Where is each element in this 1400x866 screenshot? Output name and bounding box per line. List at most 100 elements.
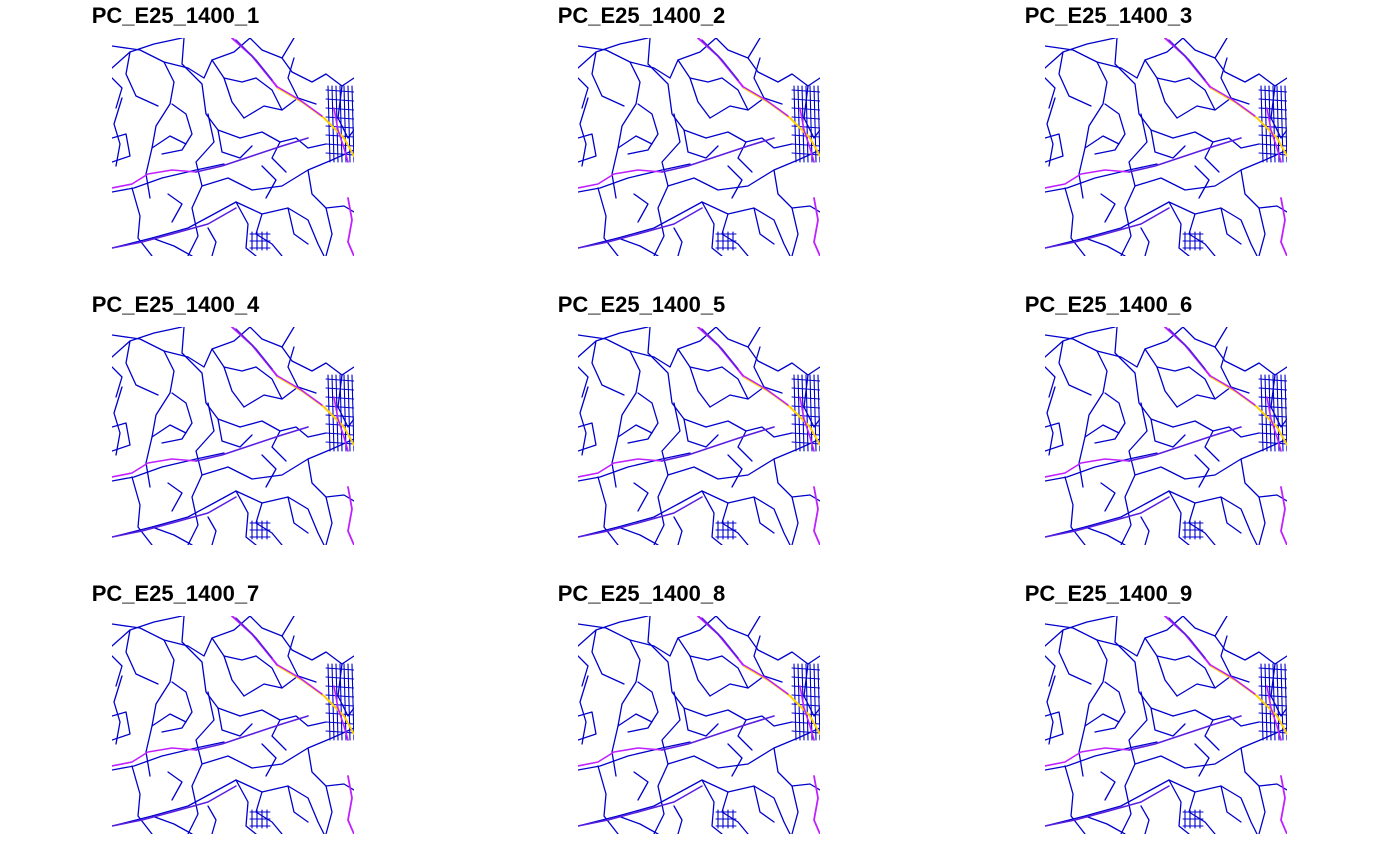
- road-segment: [112, 747, 197, 767]
- road-segment: [773, 169, 820, 213]
- road-segment: [791, 89, 820, 93]
- road-segment: [683, 707, 719, 737]
- road-segment: [325, 667, 354, 671]
- road-segment: [239, 709, 327, 727]
- road-segment: [721, 366, 749, 400]
- road-segment: [1258, 730, 1287, 734]
- road-segment: [1164, 616, 1212, 667]
- road-segment: [579, 97, 589, 167]
- road-segment: [1140, 516, 1150, 545]
- road-segment: [1210, 665, 1287, 735]
- road-segment: [211, 59, 245, 119]
- road-segment: [1045, 38, 1116, 69]
- road-segment: [578, 616, 649, 647]
- road-segment: [1258, 378, 1287, 382]
- road-segment: [817, 663, 820, 741]
- road-segment: [773, 747, 820, 791]
- road-segment: [578, 77, 589, 109]
- road-segment: [112, 711, 131, 741]
- road-segment: [339, 374, 343, 452]
- road-segment: [1058, 51, 1092, 107]
- road-segment: [578, 422, 597, 452]
- road-segment: [578, 741, 691, 771]
- road-segment: [617, 713, 653, 727]
- network-map: [112, 327, 354, 545]
- road-segment: [112, 207, 237, 249]
- road-segment: [261, 165, 277, 199]
- road-segment: [1210, 376, 1287, 446]
- road-segment: [161, 681, 193, 733]
- road-segment: [255, 791, 283, 834]
- road-segment: [1182, 616, 1228, 637]
- road-segment: [1258, 98, 1287, 102]
- road-segment: [201, 438, 354, 480]
- road-segment: [231, 38, 279, 89]
- road-segment: [1220, 57, 1232, 99]
- road-segment: [161, 392, 193, 444]
- road-segment: [791, 125, 820, 129]
- road-segment: [1276, 85, 1280, 163]
- road-segment: [709, 97, 783, 119]
- road-segment: [791, 496, 799, 545]
- road-segment: [163, 327, 251, 368]
- road-segment: [1220, 785, 1242, 823]
- road-segment: [578, 779, 703, 827]
- road-segment: [591, 51, 625, 107]
- road-segment: [343, 663, 347, 741]
- road-segment: [578, 711, 597, 741]
- road-segment: [343, 374, 347, 452]
- road-segment: [813, 486, 820, 545]
- road-segment: [689, 366, 723, 372]
- road-segment: [1156, 655, 1190, 661]
- road-segment: [1094, 681, 1126, 733]
- road-segment: [1045, 45, 1108, 199]
- road-segment: [791, 730, 820, 734]
- map-panel-5: PC_E25_1400_5: [466, 289, 906, 559]
- road-segment: [1194, 743, 1210, 777]
- road-segment: [287, 496, 309, 534]
- road-segment: [1168, 39, 1206, 81]
- road-segment: [791, 98, 820, 102]
- road-segment: [112, 366, 123, 398]
- road-segment: [1164, 38, 1212, 89]
- road-segment: [1172, 420, 1260, 438]
- road-segment: [261, 454, 277, 488]
- road-segment: [1258, 694, 1287, 698]
- road-segment: [1258, 703, 1287, 707]
- road-segment: [1046, 675, 1056, 745]
- road-segment: [1096, 38, 1184, 79]
- panel-title: PC_E25_1400_3: [1024, 3, 1193, 28]
- road-segment: [667, 149, 820, 191]
- road-segment: [351, 85, 354, 163]
- road-segment: [683, 129, 719, 159]
- road-segment: [753, 346, 765, 388]
- road-segment: [813, 85, 817, 163]
- panel-title: PC_E25_1400_4: [91, 292, 260, 317]
- road-segment: [1045, 201, 1170, 249]
- road-segment: [1188, 366, 1216, 400]
- road-segment: [727, 454, 743, 488]
- road-segment: [1084, 135, 1120, 149]
- map-panel-3: PC_E25_1400_3: [933, 0, 1373, 270]
- road-segment: [343, 85, 347, 163]
- road-segment: [1258, 107, 1287, 111]
- road-segment: [151, 815, 193, 834]
- road-segment: [1210, 87, 1287, 157]
- road-segment: [805, 85, 809, 163]
- panel-title: PC_E25_1400_6: [1024, 292, 1193, 317]
- road-segment: [1045, 779, 1170, 827]
- road-segment: [235, 490, 325, 545]
- road-segment: [325, 207, 333, 256]
- road-segment: [578, 623, 641, 777]
- road-segment: [287, 635, 299, 677]
- road-segment: [1134, 727, 1287, 769]
- road-segment: [1140, 227, 1150, 256]
- road-segment: [333, 396, 349, 452]
- road-segment: [617, 815, 659, 834]
- road-segment: [347, 663, 351, 741]
- road-segment: [249, 38, 295, 59]
- road-segment: [112, 77, 123, 109]
- road-segment: [325, 730, 354, 734]
- road-segment: [791, 405, 820, 409]
- road-segment: [235, 490, 257, 545]
